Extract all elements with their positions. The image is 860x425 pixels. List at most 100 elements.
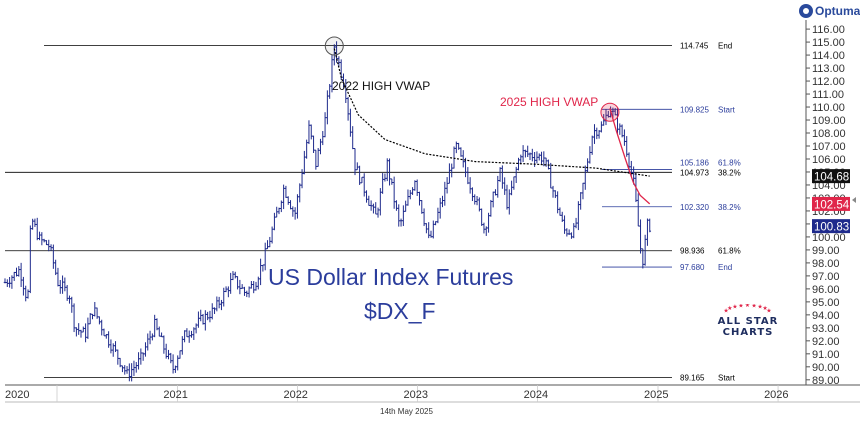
- price-bar: [369, 200, 373, 211]
- chart-subtitle: $DX_F: [364, 298, 436, 324]
- price-bar: [399, 218, 403, 227]
- price-bar: [455, 141, 458, 154]
- price-bar: [148, 330, 152, 345]
- price-bar: [15, 267, 18, 277]
- high-marker-0: [324, 36, 344, 56]
- price-bar: [600, 121, 603, 133]
- price-bar: [109, 339, 113, 354]
- price-bar: [254, 281, 258, 291]
- price-bar: [227, 286, 230, 298]
- high-marker-1: [600, 102, 620, 122]
- price-bar: [312, 135, 315, 154]
- price-bar: [204, 310, 207, 331]
- price-bar: [551, 185, 555, 198]
- price-bar: [77, 323, 80, 335]
- price-bar: [190, 330, 193, 338]
- price-bar: [194, 323, 198, 334]
- y-tick-label-25: 114.00: [812, 50, 845, 62]
- level-tag-3: 38.2%: [718, 168, 741, 177]
- x-tick-label-3: 2023: [404, 389, 428, 401]
- star-arc-icon: ★★★ ★ ★ ★ ★★★: [723, 304, 771, 314]
- price-bar: [337, 56, 341, 68]
- y-tick-label-23: 112.00: [812, 76, 845, 88]
- price-bar: [425, 223, 428, 234]
- y-tick-label-10: 99.00: [812, 245, 840, 257]
- price-bar: [448, 163, 451, 184]
- price-bar: [277, 207, 281, 215]
- price-bar: [100, 319, 104, 336]
- price-bar: [554, 190, 557, 199]
- price-bar: [620, 124, 624, 138]
- price-bar: [457, 142, 460, 150]
- price-bar: [422, 208, 426, 227]
- price-bar: [360, 176, 364, 184]
- vwap-label-2025: 2025 HIGH VWAP: [500, 95, 598, 109]
- price-bar: [549, 162, 553, 189]
- price-bar: [406, 189, 410, 206]
- price-bar: [10, 275, 14, 289]
- price-bar: [19, 262, 23, 287]
- price-bar: [381, 173, 384, 194]
- price-bar: [296, 194, 299, 219]
- price-bar: [93, 301, 97, 317]
- x-tick-label-2: 2022: [283, 389, 307, 401]
- price-bar: [356, 162, 359, 171]
- price-tag-0: 104.68: [812, 169, 850, 184]
- price-bar: [65, 284, 69, 301]
- price-bar: [496, 175, 500, 198]
- price-bar: [171, 354, 175, 374]
- level-tag-6: End: [718, 263, 732, 272]
- price-bar: [445, 177, 449, 194]
- price-bar: [590, 135, 594, 155]
- price-bar: [583, 165, 587, 190]
- price-bar: [491, 191, 495, 208]
- price-bar: [346, 96, 350, 121]
- price-bar: [588, 146, 592, 164]
- price-bar: [586, 158, 589, 173]
- price-bar: [31, 218, 34, 230]
- y-tick-label-11: 100.00: [812, 232, 846, 244]
- price-bar: [213, 307, 216, 314]
- price-bar: [528, 152, 532, 161]
- price-bar: [229, 272, 232, 294]
- price-bar: [49, 244, 53, 251]
- y-tick-label-20: 109.00: [812, 115, 846, 127]
- price-bar: [319, 138, 322, 155]
- watermark-star: ★: [727, 305, 733, 312]
- price-bar: [155, 318, 159, 331]
- price-bar: [510, 180, 513, 196]
- price-bar: [415, 179, 419, 196]
- price-bar: [321, 131, 325, 146]
- price-bar: [263, 242, 267, 271]
- y-tick-label-6: 95.00: [812, 297, 840, 309]
- price-bar: [390, 178, 394, 185]
- price-bar: [121, 365, 124, 373]
- price-bar: [431, 220, 435, 239]
- price-bar: [362, 173, 366, 197]
- price-bar: [524, 149, 527, 158]
- y-tick-label-1: 90.00: [812, 362, 840, 374]
- price-bar: [383, 173, 387, 182]
- price-bar: [70, 296, 74, 313]
- price-bar: [185, 328, 189, 338]
- price-bar: [52, 244, 55, 269]
- price-bar: [475, 195, 479, 206]
- marked-highs: [324, 36, 620, 122]
- y-tick-label-26: 115.00: [812, 37, 845, 49]
- price-bar: [162, 335, 166, 354]
- scroll-arrow-icon[interactable]: [852, 197, 856, 203]
- price-bar: [206, 311, 209, 321]
- price-bar: [181, 336, 184, 355]
- price-bar: [6, 279, 9, 287]
- level-value-5: 98.936: [680, 247, 705, 256]
- price-bar: [326, 90, 329, 125]
- footer-date: 14th May 2025: [380, 407, 433, 416]
- price-bar: [40, 232, 44, 246]
- price-bar: [436, 207, 440, 224]
- price-bar: [79, 329, 83, 338]
- price-bar: [641, 248, 645, 269]
- y-tick-label-17: 106.00: [812, 154, 846, 166]
- level-value-1: 109.825: [680, 105, 709, 114]
- watermark-star: ★: [745, 304, 751, 309]
- price-bar: [42, 238, 46, 243]
